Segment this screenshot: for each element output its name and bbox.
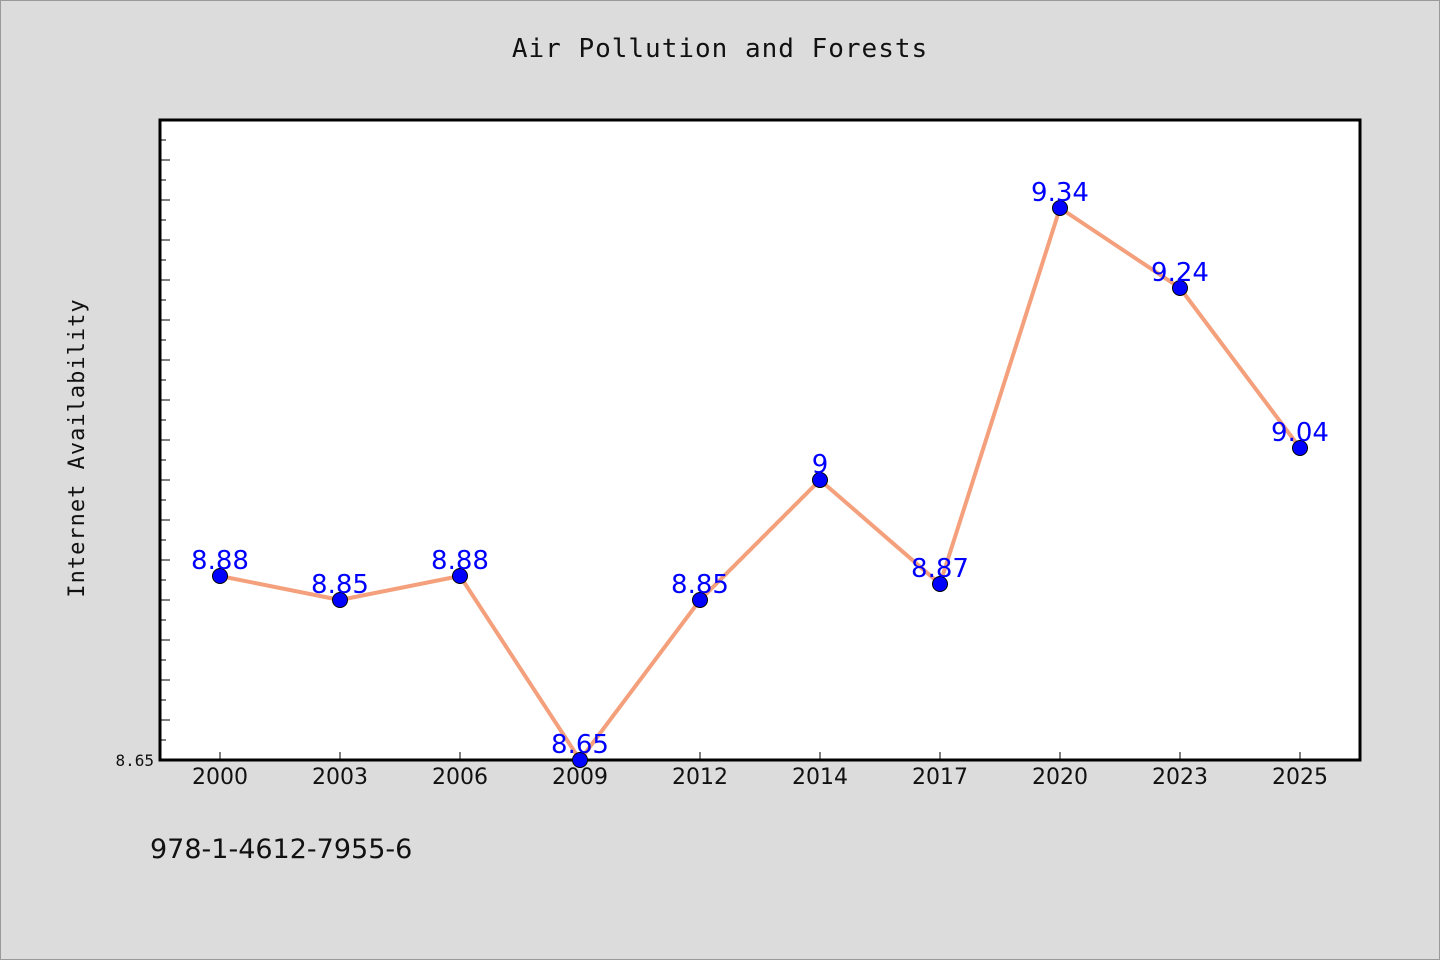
isbn-annotation: 978-1-4612-7955-6 xyxy=(150,834,413,865)
y-axis-label: Internet Availability xyxy=(65,298,90,597)
data-point xyxy=(212,568,228,584)
data-label: 9 xyxy=(812,450,829,480)
data-point xyxy=(572,752,588,768)
data-label: 8.85 xyxy=(671,570,729,600)
x-tick-label: 2017 xyxy=(912,765,968,790)
data-point xyxy=(332,592,348,608)
data-label: 8.85 xyxy=(311,570,369,600)
x-tick-label: 2025 xyxy=(1272,765,1328,790)
data-label: 8.87 xyxy=(911,554,969,584)
y-tick-label: 8.65 xyxy=(115,751,154,770)
data-label: 8.65 xyxy=(551,730,609,760)
x-tick-label: 2014 xyxy=(792,765,848,790)
data-point xyxy=(812,472,828,488)
plot-area xyxy=(158,118,1362,762)
data-label: 9.04 xyxy=(1271,418,1329,448)
x-tick-label: 2003 xyxy=(312,765,368,790)
x-tick-label: 2023 xyxy=(1152,765,1208,790)
x-tick-label: 2009 xyxy=(552,765,608,790)
x-tick-label: 2012 xyxy=(672,765,728,790)
x-tick-label: 2006 xyxy=(432,765,488,790)
data-point xyxy=(452,568,468,584)
series-labels-group: 8.88 8.85 8.88 8.65 8.85 9 8.87 9.34 9.24 9.04 xyxy=(191,178,1329,760)
series-points-group xyxy=(212,200,1308,768)
data-label: 8.88 xyxy=(191,546,249,576)
series-line xyxy=(219,206,1302,762)
y-minor-ticks xyxy=(160,139,170,741)
y-tick-labels: 8.65 xyxy=(115,751,154,770)
x-tick-label: 2020 xyxy=(1032,765,1088,790)
data-point xyxy=(1292,440,1308,456)
data-point xyxy=(932,576,948,592)
data-label: 9.34 xyxy=(1031,178,1089,208)
data-label: 9.24 xyxy=(1151,258,1209,288)
chart-title: Air Pollution and Forests xyxy=(511,34,929,64)
x-tick-label: 2000 xyxy=(192,765,248,790)
data-point xyxy=(692,592,708,608)
data-label: 8.88 xyxy=(431,546,489,576)
x-ticks: 2000 2003 2006 2009 2012 2014 2017 2020 2023 2025 xyxy=(192,752,1328,790)
data-point xyxy=(1052,200,1068,216)
data-point xyxy=(1172,280,1188,296)
series-line-group xyxy=(219,206,1302,762)
